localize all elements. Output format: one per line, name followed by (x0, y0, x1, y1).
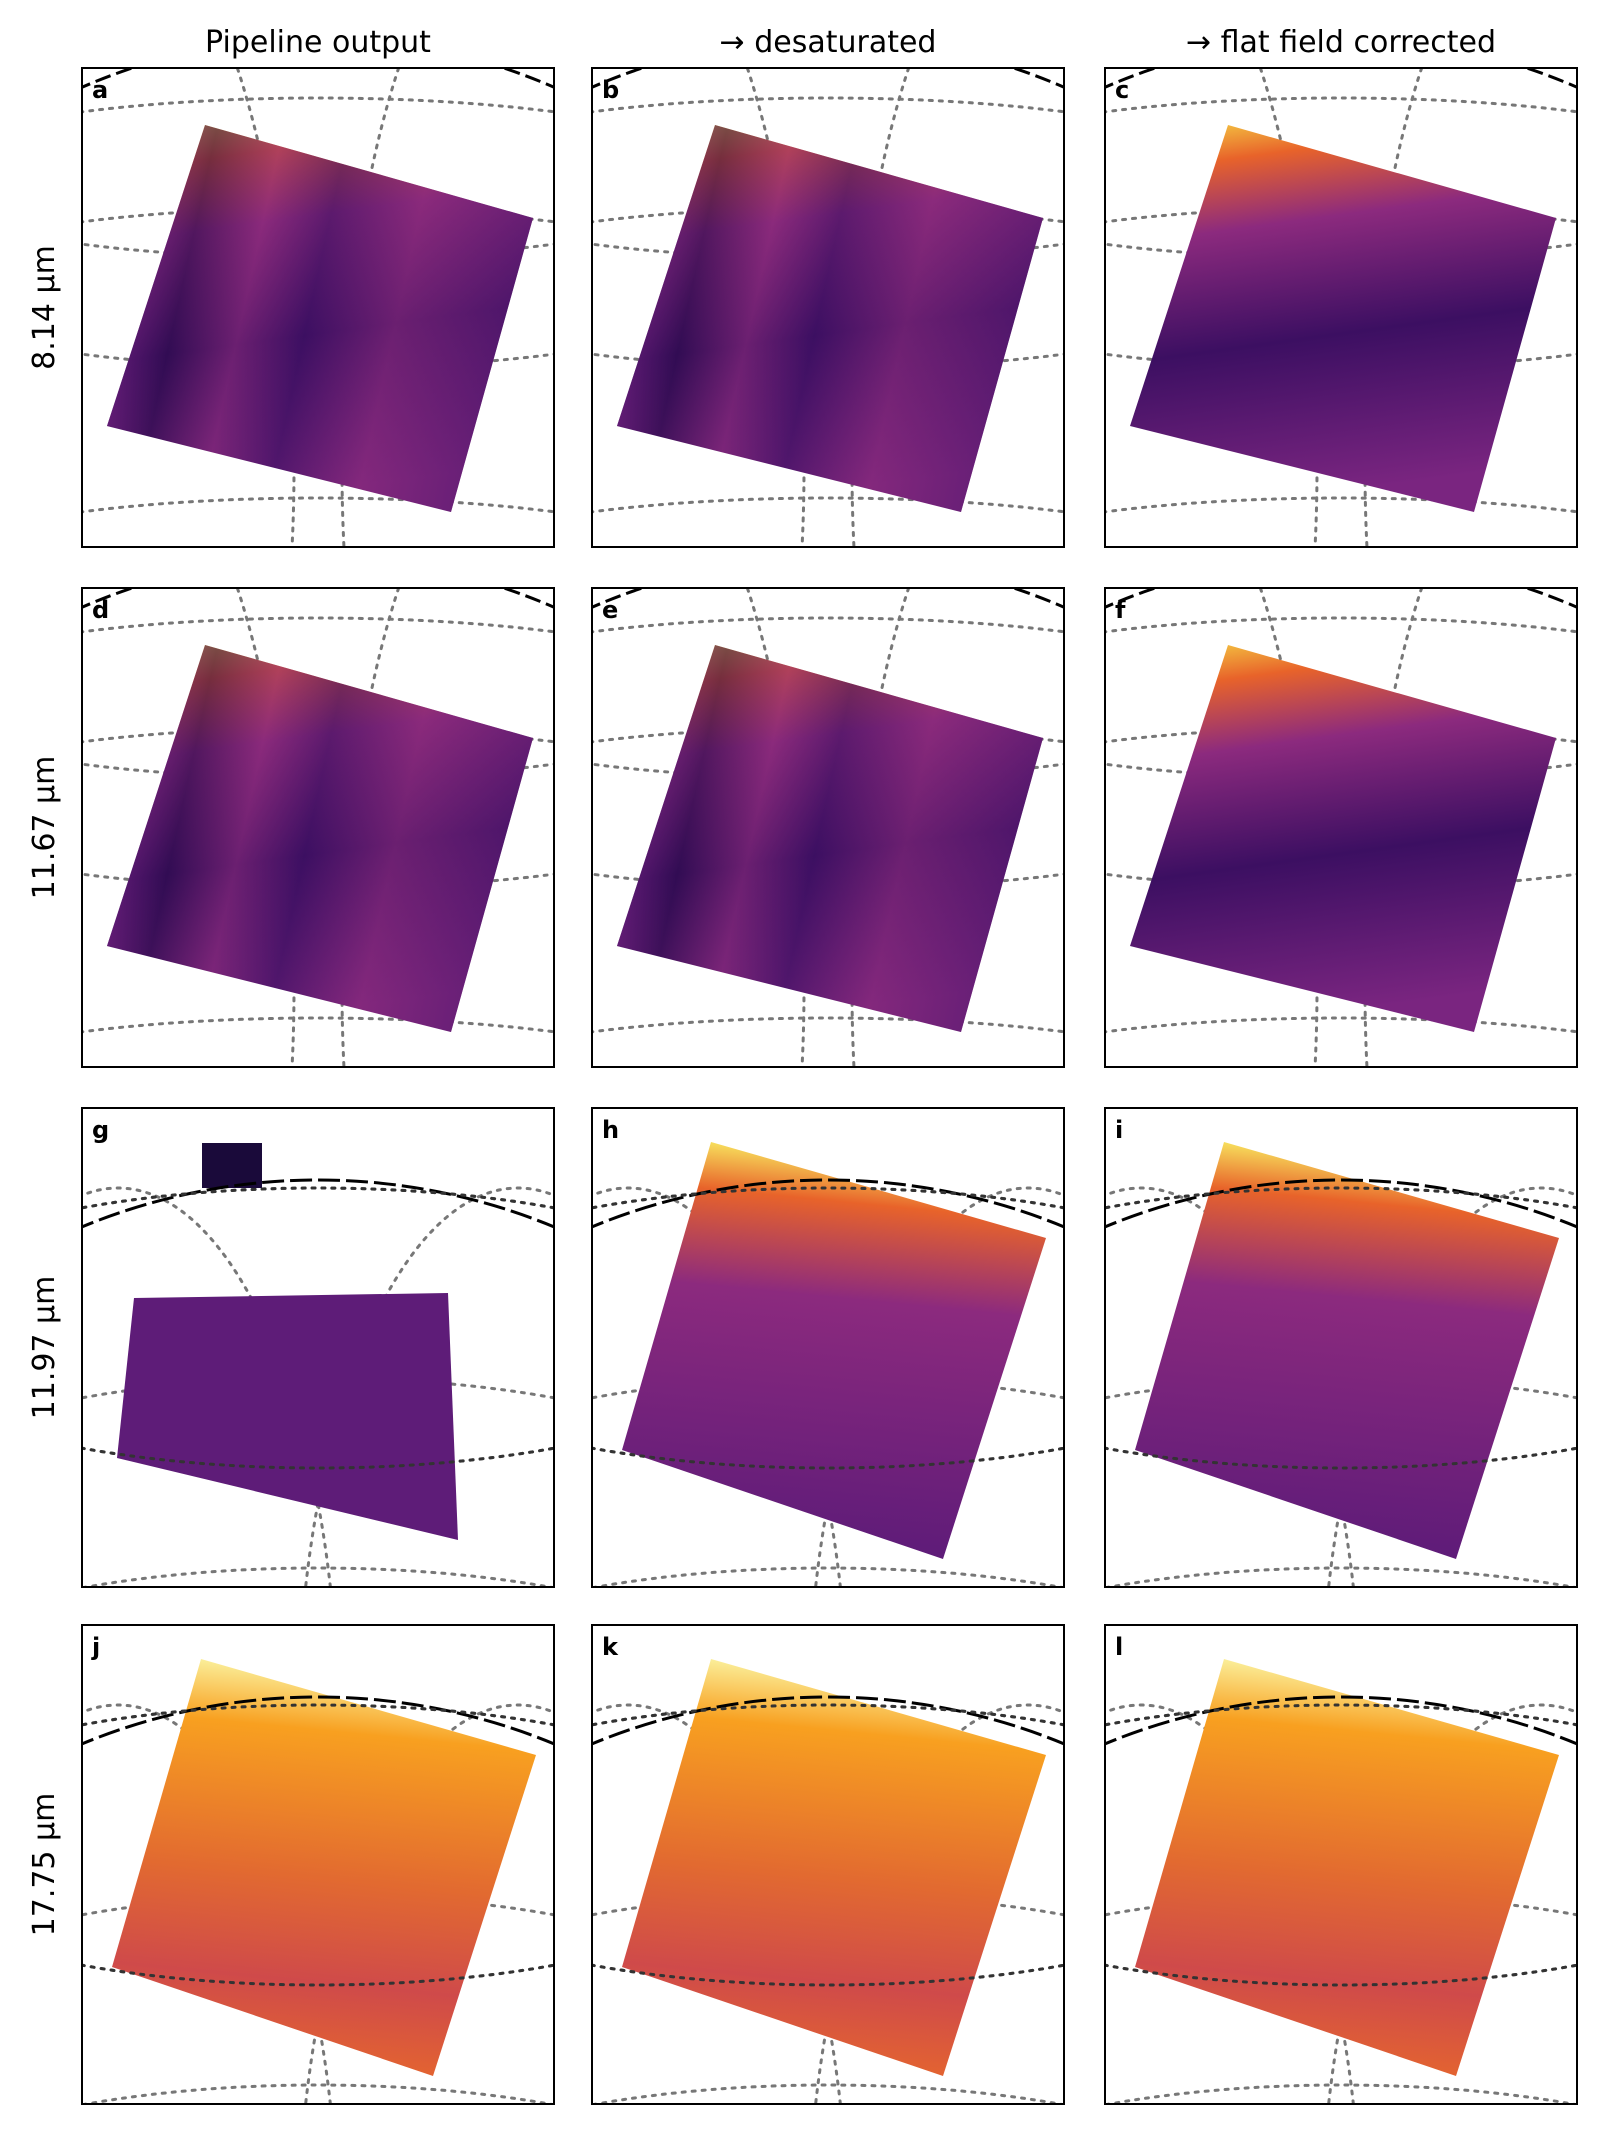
panel-label: e (602, 596, 618, 624)
panel-content (1105, 588, 1577, 1067)
panel-label: i (1115, 1116, 1123, 1144)
panel-frame (591, 1624, 1065, 2105)
panel: d (81, 587, 555, 1068)
row-label: 8.14 μm (27, 245, 62, 370)
panel: a (81, 67, 555, 548)
image-block (622, 1142, 1046, 1559)
image-block (622, 1659, 1046, 2076)
latitude (1105, 496, 1577, 514)
panel: f (1104, 587, 1578, 1068)
column-title: Pipeline output (205, 25, 431, 60)
panel-frame (591, 1107, 1065, 1588)
panel-content (82, 1659, 554, 2104)
row-label: 11.97 μm (27, 1276, 62, 1420)
image-block (1130, 125, 1556, 512)
panel: h (591, 1107, 1065, 1588)
meridian (1105, 1186, 1355, 1587)
panel-label: d (92, 596, 109, 624)
panel-label: b (602, 76, 619, 104)
panel-frame (81, 67, 555, 548)
image-block (1135, 1659, 1559, 2076)
image-stripes (107, 645, 533, 1032)
image-block (112, 1659, 536, 2076)
meridian (82, 1186, 332, 1587)
latitude (592, 496, 1064, 514)
panel-content (1105, 68, 1577, 547)
panel-label: c (1115, 76, 1129, 104)
image-stripes (617, 125, 1043, 512)
latitude (592, 2083, 1064, 2104)
panel-frame (1104, 587, 1578, 1068)
panel-content (82, 1143, 554, 1587)
panel-label: l (1115, 1633, 1123, 1661)
panel-frame (1104, 1107, 1578, 1588)
meridian (304, 1703, 554, 2104)
latitude (82, 1016, 554, 1034)
row-label: 17.75 μm (27, 1793, 62, 1937)
panel: j (81, 1624, 555, 2105)
image-block (1135, 1142, 1559, 1559)
panel-frame (1104, 1624, 1578, 2105)
meridian (304, 1186, 554, 1587)
panel-label: f (1115, 596, 1126, 624)
panel: k (591, 1624, 1065, 2105)
panel-content (1105, 1142, 1577, 1587)
panel-content (82, 68, 554, 547)
meridian (1327, 1186, 1577, 1587)
row-label: 11.67 μm (27, 756, 62, 900)
panel-frame (81, 1107, 555, 1588)
meridian (1105, 1703, 1355, 2104)
panel: e (591, 587, 1065, 1068)
panel-frame (591, 67, 1065, 548)
meridian (814, 1186, 1064, 1587)
meridian (592, 1703, 842, 2104)
image-stripes (617, 645, 1043, 1032)
panel-label: k (602, 1633, 619, 1661)
image-stripes (107, 125, 533, 512)
latitude (1105, 2083, 1577, 2104)
meridian (592, 1186, 842, 1587)
image-block (117, 1293, 458, 1540)
panel: l (1104, 1624, 1578, 2105)
panel-content (592, 68, 1064, 547)
image-block (1130, 645, 1556, 1032)
panel-content (592, 588, 1064, 1067)
panel-frame (81, 1624, 555, 2105)
panel: c (1104, 67, 1578, 548)
panel-content (82, 588, 554, 1067)
panel-frame (1104, 67, 1578, 548)
latitude (82, 2083, 554, 2104)
panel-label: g (92, 1116, 109, 1144)
panel-label: h (602, 1116, 619, 1144)
panel-content (592, 1659, 1064, 2104)
column-title: → flat field corrected (1186, 25, 1496, 60)
latitude (82, 496, 554, 514)
panel-content (1105, 1659, 1577, 2104)
panel-frame (81, 587, 555, 1068)
meridian (1327, 1703, 1577, 2104)
panel-frame (591, 587, 1065, 1068)
latitude (592, 1016, 1064, 1034)
meridian (814, 1703, 1064, 2104)
meridian (82, 1703, 332, 2104)
image-block (202, 1143, 262, 1188)
panel: b (591, 67, 1065, 548)
column-title: → desaturated (720, 25, 937, 60)
panel-label: a (92, 76, 108, 104)
panel: g (81, 1107, 555, 1588)
panel: i (1104, 1107, 1578, 1588)
panel-label: j (91, 1633, 100, 1661)
panel-content (592, 1142, 1064, 1587)
